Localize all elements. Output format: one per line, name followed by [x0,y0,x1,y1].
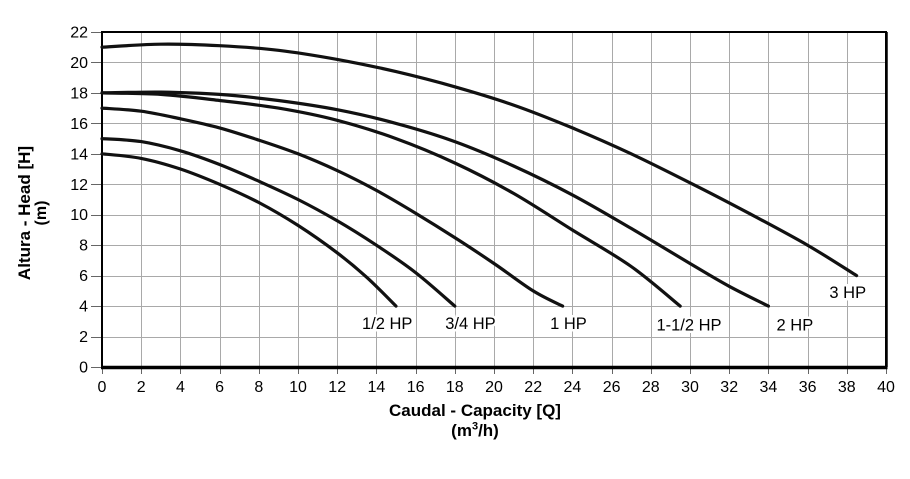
x-tick-label: 6 [215,379,224,396]
y-tick-label: 8 [79,238,88,255]
pump-curve-1-1-2-hp [100,91,682,308]
pump-curve-label-3-4-hp: 3/4 HP [445,315,495,333]
pump-curve-label-1-2-hp: 1/2 HP [362,315,412,333]
y-tick-label: 12 [70,177,88,194]
y-tick-label: 4 [79,299,88,316]
pump-curve-2-hp [100,90,770,308]
x-tick-label: 8 [254,379,263,396]
pump-curve-label-1-hp: 1 HP [550,315,587,333]
x-tick-label: 18 [446,379,464,396]
y-tick-label: 0 [79,360,88,377]
x-tick-label: 2 [137,379,146,396]
y-axis-unit: (m) [33,200,50,226]
x-tick-label: 26 [603,379,621,396]
x-tick-label: 20 [485,379,503,396]
x-tick-label: 12 [328,379,346,396]
pump-curve-1-hp [100,106,565,308]
x-tick-label: 0 [98,379,107,396]
pump-curve-1-2-hp [100,152,398,308]
x-axis-unit: (m3/h) [451,420,499,440]
x-tick-label: 10 [289,379,307,396]
x-axis-title: Caudal - Capacity [Q] [389,401,561,420]
pump-curve-3-4-hp [100,137,457,308]
x-tick-label: 22 [524,379,542,396]
x-tick-label: 24 [564,379,582,396]
x-tick-label: 32 [720,379,738,396]
y-tick-label: 22 [70,25,88,42]
y-tick-label: 2 [79,329,88,346]
y-tick-label: 6 [79,268,88,285]
x-tick-label: 16 [407,379,425,396]
y-axis-title: Altura - Head [H] [15,145,34,281]
x-tick-label: 30 [681,379,699,396]
y-tick-label: 18 [70,85,88,102]
pump-curve-label-1-1-2-hp: 1-1/2 HP [656,317,721,335]
x-tick-label: 40 [877,379,895,396]
x-tick-label: 4 [176,379,185,396]
x-tick-label: 14 [368,379,386,396]
y-tick-label: 14 [70,146,88,163]
x-tick-label: 36 [799,379,817,396]
pump-curve-label-2-hp: 2 HP [777,317,814,335]
y-tick-label: 20 [70,55,88,72]
y-tick-label: 10 [70,207,88,224]
x-tick-label: 38 [838,379,856,396]
x-tick-label: 34 [760,379,778,396]
x-tick-label: 28 [642,379,660,396]
pump-curve-3-hp [100,42,859,278]
y-tick-label: 16 [70,116,88,133]
pump-curve-label-3-hp: 3 HP [829,284,866,302]
